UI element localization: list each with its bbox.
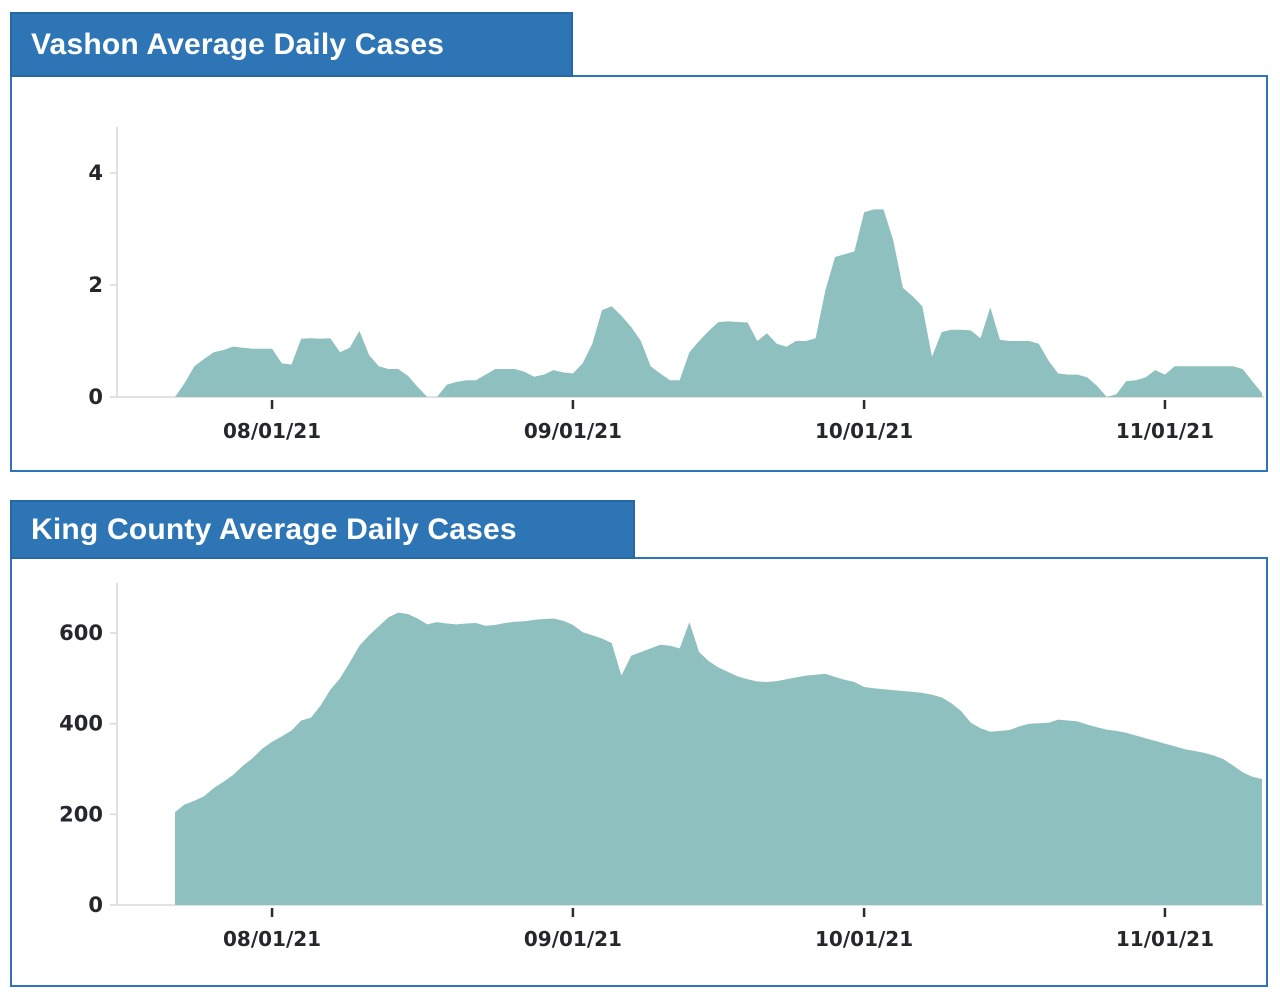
y-tick-label: 2: [88, 273, 103, 297]
y-tick-label: 4: [88, 161, 103, 185]
x-tick-label: 09/01/21: [524, 419, 622, 443]
y-tick-label: 600: [59, 621, 103, 645]
x-tick-label: 10/01/21: [815, 927, 913, 951]
king-county-chart-panel: 0 200 400 600 08/01/21 09/01/21 10/01/21 11/01/…: [10, 557, 1268, 987]
vashon-chart-panel: 0 2 4 08/01/21 09/01/21 10/01/21 11/01/21: [10, 75, 1268, 472]
king-county-chart-title: King County Average Daily Cases: [31, 512, 517, 546]
x-tick-label: 10/01/21: [815, 419, 913, 443]
y-tick-label: 0: [88, 385, 103, 409]
area-series: [175, 209, 1262, 397]
y-tick-label: 0: [88, 893, 103, 917]
x-tick-label: 08/01/21: [223, 927, 321, 951]
x-tick-label: 11/01/21: [1116, 419, 1214, 443]
y-tick-label: 400: [59, 712, 103, 736]
x-tick-label: 08/01/21: [223, 419, 321, 443]
vashon-chart-title: Vashon Average Daily Cases: [31, 27, 445, 61]
king-county-area-chart: 0 200 400 600 08/01/21 09/01/21 10/01/21 11/01/…: [59, 583, 1264, 951]
y-tick-label: 200: [59, 802, 103, 826]
x-tick-label: 11/01/21: [1116, 927, 1214, 951]
vashon-title-banner: Vashon Average Daily Cases: [10, 12, 573, 77]
king-county-title-banner: King County Average Daily Cases: [10, 500, 635, 559]
area-series: [175, 612, 1262, 905]
x-tick-label: 09/01/21: [524, 927, 622, 951]
vashon-area-chart: 0 2 4 08/01/21 09/01/21 10/01/21 11/01/21: [88, 127, 1264, 443]
